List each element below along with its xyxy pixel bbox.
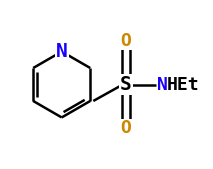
Text: N: N — [56, 42, 68, 61]
Text: O: O — [121, 32, 131, 50]
Text: O: O — [121, 119, 131, 137]
Text: HEt: HEt — [167, 76, 200, 93]
Text: S: S — [120, 75, 132, 94]
Text: N: N — [157, 76, 168, 93]
